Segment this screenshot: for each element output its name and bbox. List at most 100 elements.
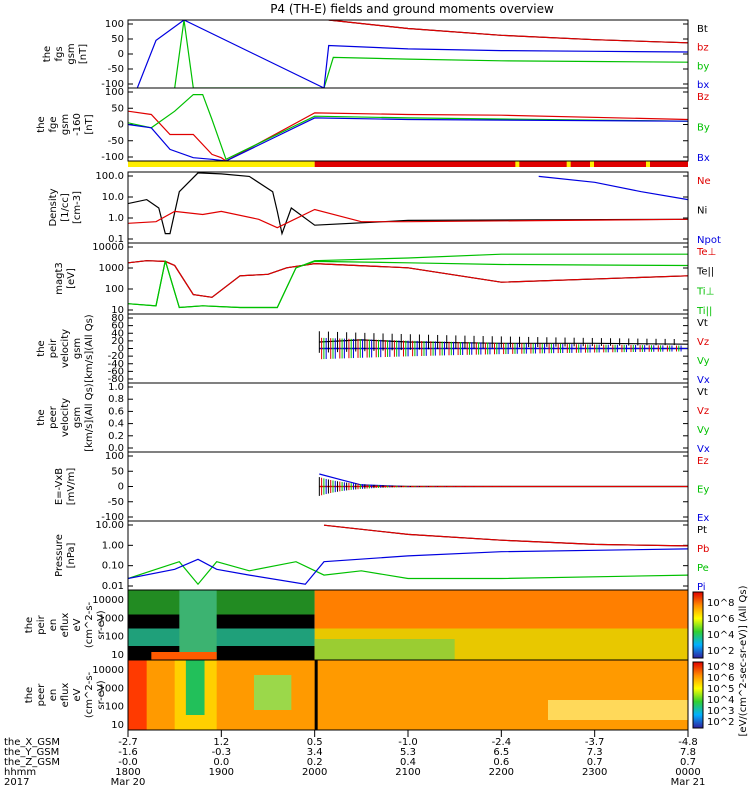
- ylabel-line: the: [36, 116, 47, 132]
- legend-Ni: Ni: [697, 206, 707, 217]
- ylabel-line: velocity: [60, 398, 71, 437]
- ylabel-line: -160: [72, 113, 83, 136]
- panel-peer_vel: 1.00.80.6 0.40.20.0 thepeervelocitygsm[km/…: [36, 382, 710, 455]
- series-By: [128, 93, 688, 161]
- series-Bz: [128, 110, 688, 161]
- ylabel-line: en: [48, 689, 59, 702]
- mode-bar-marker: [515, 161, 520, 167]
- ytick-label: 0.1: [108, 234, 124, 245]
- ylabel-line: eflux: [60, 683, 71, 708]
- ytick-label: 0: [118, 482, 124, 493]
- colorbar-tick: 10^8: [707, 598, 734, 609]
- ytick-label: 1.0: [108, 382, 124, 393]
- colorbar-tick: 10^5: [707, 684, 734, 695]
- colorbar-tick: 10^2: [707, 646, 734, 657]
- xtick-label: 6.5: [493, 747, 509, 758]
- ylabel-line: gsm: [66, 43, 77, 64]
- ylabel-line: [nT]: [78, 44, 89, 64]
- series-Ti||: [128, 253, 688, 309]
- ytick-label: -20: [108, 351, 124, 362]
- noise-efield: [318, 477, 682, 496]
- series-group-density: [128, 172, 688, 236]
- legend-Vz: Vz: [697, 406, 709, 417]
- series-Bt: [328, 20, 688, 44]
- series-bz: [328, 20, 688, 44]
- series-group-efield: [318, 473, 688, 496]
- xtick-label: 0.2: [307, 757, 323, 768]
- legend-Ti||: Ti||: [696, 306, 712, 317]
- colorbar-bottom: [692, 661, 704, 729]
- panel-frame: [127, 382, 689, 453]
- legend-Npot: Npot: [697, 235, 721, 246]
- ylabel-line: [1/cc]: [60, 193, 71, 222]
- legend-Ex: Ex: [697, 513, 709, 524]
- colorbar-tick: 10^3: [707, 706, 734, 717]
- ytick-label: 0: [118, 120, 124, 131]
- series-Pt: [323, 524, 688, 547]
- ylabel-line: peir: [48, 338, 59, 358]
- ylabel: thefgegsm-160[nT]: [36, 113, 95, 136]
- ylabel-line: sr-eV): [96, 680, 107, 709]
- xtick-label: 0.4: [400, 757, 416, 768]
- legend-Vy: Vy: [697, 425, 710, 436]
- ylabel-line: the: [36, 340, 47, 356]
- ytick-label: -50: [108, 497, 124, 508]
- ylabel-line: eV: [72, 618, 83, 631]
- colorbar-tick: 10^6: [707, 673, 734, 684]
- panel-density: 100.0 10.0 1.0 0.1 Density[1/cc][cm-3] Ne Ni Np…: [48, 171, 721, 246]
- ytick-label: 100: [105, 19, 124, 30]
- ytick-label: -100: [101, 79, 124, 90]
- footer-row-label: the_Z_GSM: [4, 757, 60, 768]
- colorbar-tick: 10^2: [707, 717, 734, 728]
- ytick-label: 100.0: [95, 171, 124, 182]
- xtick-label: 0.7: [680, 757, 696, 768]
- ytick-label: 10.0: [102, 192, 124, 203]
- panel-fge: 100 50 0 -50 -100 thefgegsm-160[nT] Bz By Bx: [36, 87, 710, 164]
- xtick-label: 0.0: [213, 757, 229, 768]
- xtick-label: 7.3: [587, 747, 603, 758]
- legend-Te||: Te||: [696, 267, 714, 278]
- spec-right-band: [548, 700, 688, 720]
- ytick-label: 80: [111, 313, 124, 324]
- xtick-label: 2300: [582, 767, 607, 778]
- ytick-label: 10.00: [95, 520, 124, 531]
- spec-right-upper: [314, 590, 688, 629]
- series-Npot: [538, 175, 688, 201]
- ylabel-line: magt3: [54, 262, 65, 295]
- ytick-label: -40: [108, 359, 124, 370]
- ylabel: magt3[eV]: [54, 262, 77, 295]
- xtick-label: 1900: [209, 767, 234, 778]
- ylabel: Density[1/cc][cm-3]: [48, 188, 83, 226]
- series-Pb: [323, 524, 688, 547]
- ylabel-line: gsm: [72, 338, 83, 359]
- ytick-label: 0.8: [108, 394, 124, 405]
- ylabel-line: gsm: [60, 114, 71, 135]
- panel-efield: 100 50 0 -50 -100 E=-VxB[mV/m] Ez Ey Ex: [54, 451, 709, 524]
- ytick-label: 10000: [92, 595, 124, 606]
- ylabel: thefgsgsm[nT]: [42, 43, 89, 64]
- ylabel-line: (cm^2-s-: [84, 601, 95, 648]
- spec-column: [179, 590, 217, 660]
- mode-bar-marker: [566, 161, 571, 167]
- panel-frame: [127, 19, 689, 89]
- ylabel-line: the: [36, 409, 47, 425]
- ytick-label: 100: [105, 284, 124, 295]
- ylabel-line: E=-VxB: [54, 468, 65, 505]
- legend-bx: bx: [697, 80, 709, 91]
- spec-gap: [314, 660, 318, 730]
- ytick-label: 60: [111, 321, 124, 332]
- ytick-label: 0.0: [108, 443, 124, 454]
- ytick-label: 1.00: [102, 540, 124, 551]
- ylabel-line: en: [48, 619, 59, 632]
- ytick-label: 0.01: [102, 581, 124, 592]
- ylabel-line: fgs: [54, 46, 65, 61]
- series-group-pressure: [128, 524, 688, 586]
- legend-By: By: [697, 123, 710, 134]
- legend-by: by: [697, 61, 709, 72]
- spectrogram-peer_spec: [128, 660, 688, 730]
- mode-bar: [128, 161, 688, 167]
- legend-Pi: Pi: [697, 582, 706, 593]
- series-group-fgs: [136, 20, 688, 88]
